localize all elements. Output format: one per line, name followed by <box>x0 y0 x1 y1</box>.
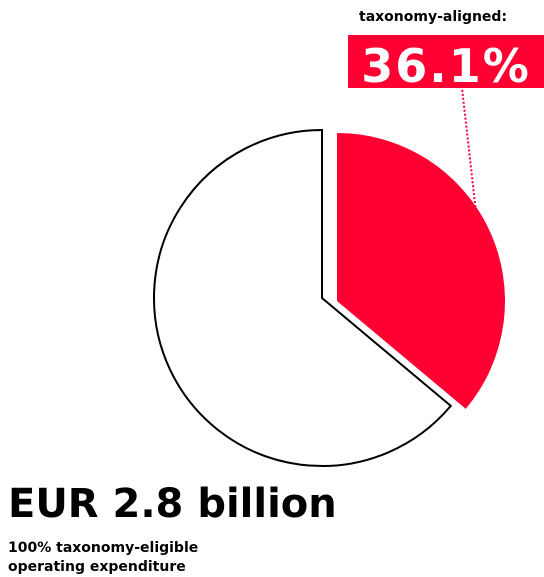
leader-line <box>461 87 480 236</box>
pie-slice <box>337 133 506 409</box>
label-box <box>348 35 544 88</box>
category-label: taxonomy-aligned: <box>359 9 507 25</box>
total: EUR 2.8 billion <box>8 481 337 527</box>
value-label: 36.1% <box>361 39 531 93</box>
pie-slice <box>153 128 453 467</box>
note: 100% taxonomy-eligible <box>8 540 198 556</box>
note: operating expenditure <box>8 559 186 575</box>
